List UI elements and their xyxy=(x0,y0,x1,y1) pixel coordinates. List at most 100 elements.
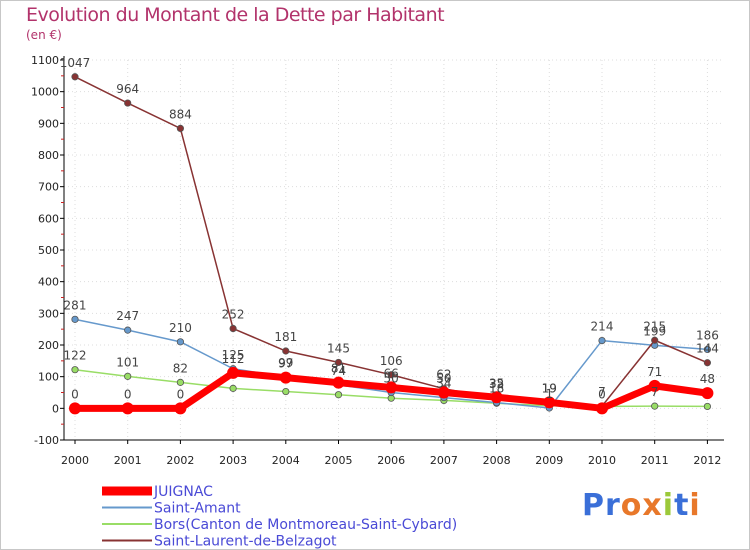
x-tick-label: 2001 xyxy=(114,454,142,467)
data-label: 0 xyxy=(598,387,606,401)
data-label: 125 xyxy=(222,348,245,362)
data-point xyxy=(703,345,712,354)
data-label: 99 xyxy=(278,356,293,370)
data-point xyxy=(124,326,132,334)
data-label: 50 xyxy=(436,372,451,386)
data-point xyxy=(598,336,606,345)
data-point xyxy=(651,402,659,410)
data-point xyxy=(701,387,714,400)
data-point xyxy=(648,379,661,392)
data-point xyxy=(176,378,184,386)
y-tick-label: 700 xyxy=(38,181,59,194)
data-label: 34 xyxy=(436,377,451,391)
data-point xyxy=(385,381,398,394)
x-tick-label: 2008 xyxy=(483,454,511,467)
data-label: 101 xyxy=(116,355,139,369)
data-point xyxy=(651,336,659,344)
x-tick-label: 2011 xyxy=(641,454,669,467)
data-point xyxy=(596,402,608,415)
data-label: 281 xyxy=(64,298,87,312)
data-label: 1047 xyxy=(60,56,91,70)
data-label: 106 xyxy=(380,354,403,368)
data-point xyxy=(334,391,343,399)
data-point xyxy=(387,371,395,379)
x-tick-label: 2012 xyxy=(693,454,721,467)
y-tick-label: 400 xyxy=(38,276,59,289)
data-point xyxy=(176,124,184,132)
data-point xyxy=(229,384,237,392)
logo-letter: x xyxy=(642,488,663,523)
logo-letter: o xyxy=(620,488,643,523)
x-tick-label: 2007 xyxy=(430,454,458,467)
x-tick-label: 2005 xyxy=(325,454,353,467)
data-label: 71 xyxy=(647,365,662,379)
data-label: 32 xyxy=(489,377,504,391)
legend-label: Saint-Laurent-de-Belzagot xyxy=(154,534,337,550)
data-label: 186 xyxy=(696,328,719,342)
data-point xyxy=(176,338,184,346)
data-label: 122 xyxy=(64,349,87,363)
data-point xyxy=(437,386,450,399)
data-label: 884 xyxy=(169,107,192,121)
data-label: 964 xyxy=(116,82,139,96)
data-label: 18 xyxy=(489,382,504,396)
logo-letter: t xyxy=(674,488,690,523)
data-point xyxy=(703,359,712,367)
data-point xyxy=(71,366,79,374)
chart-subtitle: (en €) xyxy=(26,28,62,42)
data-label: 214 xyxy=(591,320,614,334)
legend-label: Saint-Amant xyxy=(154,501,241,517)
data-label: 82 xyxy=(173,361,188,375)
data-label: 0 xyxy=(71,387,79,401)
y-tick-label: 1100 xyxy=(31,54,59,67)
data-point xyxy=(124,372,132,380)
data-label: 0 xyxy=(177,387,185,401)
y-tick-label: 900 xyxy=(38,117,59,130)
y-tick-label: -100 xyxy=(34,434,59,447)
data-label: 66 xyxy=(384,366,399,380)
data-point xyxy=(229,324,237,333)
data-label: 145 xyxy=(327,341,350,355)
data-point xyxy=(69,402,81,415)
data-point xyxy=(282,347,290,355)
data-label: 7 xyxy=(598,385,606,399)
data-point xyxy=(543,396,556,409)
data-point xyxy=(703,402,712,411)
x-tick-label: 2004 xyxy=(272,454,300,467)
y-tick-label: 0 xyxy=(52,402,59,415)
legend-label: Bors(Canton de Montmoreau-Saint-Cybard) xyxy=(154,517,457,533)
y-tick-label: 800 xyxy=(38,149,59,162)
logo-letter: r xyxy=(605,488,621,523)
data-label: 252 xyxy=(222,308,245,322)
data-label: 97 xyxy=(278,357,293,371)
data-point xyxy=(121,402,134,415)
data-label: 247 xyxy=(116,309,139,323)
data-point xyxy=(174,402,187,415)
data-label: 215 xyxy=(643,319,666,333)
y-tick-label: 100 xyxy=(38,371,59,384)
proxiti-logo: Proxiti xyxy=(582,488,701,523)
y-tick-label: 500 xyxy=(38,244,59,257)
data-label: 35 xyxy=(489,376,504,390)
data-point xyxy=(71,315,79,323)
data-label: 19 xyxy=(542,381,557,395)
x-tick-label: 2006 xyxy=(377,454,405,467)
data-point xyxy=(332,376,345,389)
data-label: 181 xyxy=(274,330,297,344)
data-label: 62 xyxy=(436,368,451,382)
data-label: 74 xyxy=(331,364,346,378)
y-tick-label: 600 xyxy=(38,212,59,225)
logo-letter: i xyxy=(662,488,675,523)
data-label: 199 xyxy=(643,324,666,338)
data-label: 7 xyxy=(651,385,659,399)
data-label: 210 xyxy=(169,321,192,335)
data-point xyxy=(227,366,240,379)
y-tick-label: 200 xyxy=(38,339,59,352)
data-point xyxy=(490,391,503,404)
data-label: 81 xyxy=(331,362,346,376)
legend-label: JUIGNAC xyxy=(153,484,213,500)
x-tick-label: 2003 xyxy=(219,454,247,467)
data-label: 19 xyxy=(542,381,557,395)
x-tick-label: 2010 xyxy=(588,454,616,467)
